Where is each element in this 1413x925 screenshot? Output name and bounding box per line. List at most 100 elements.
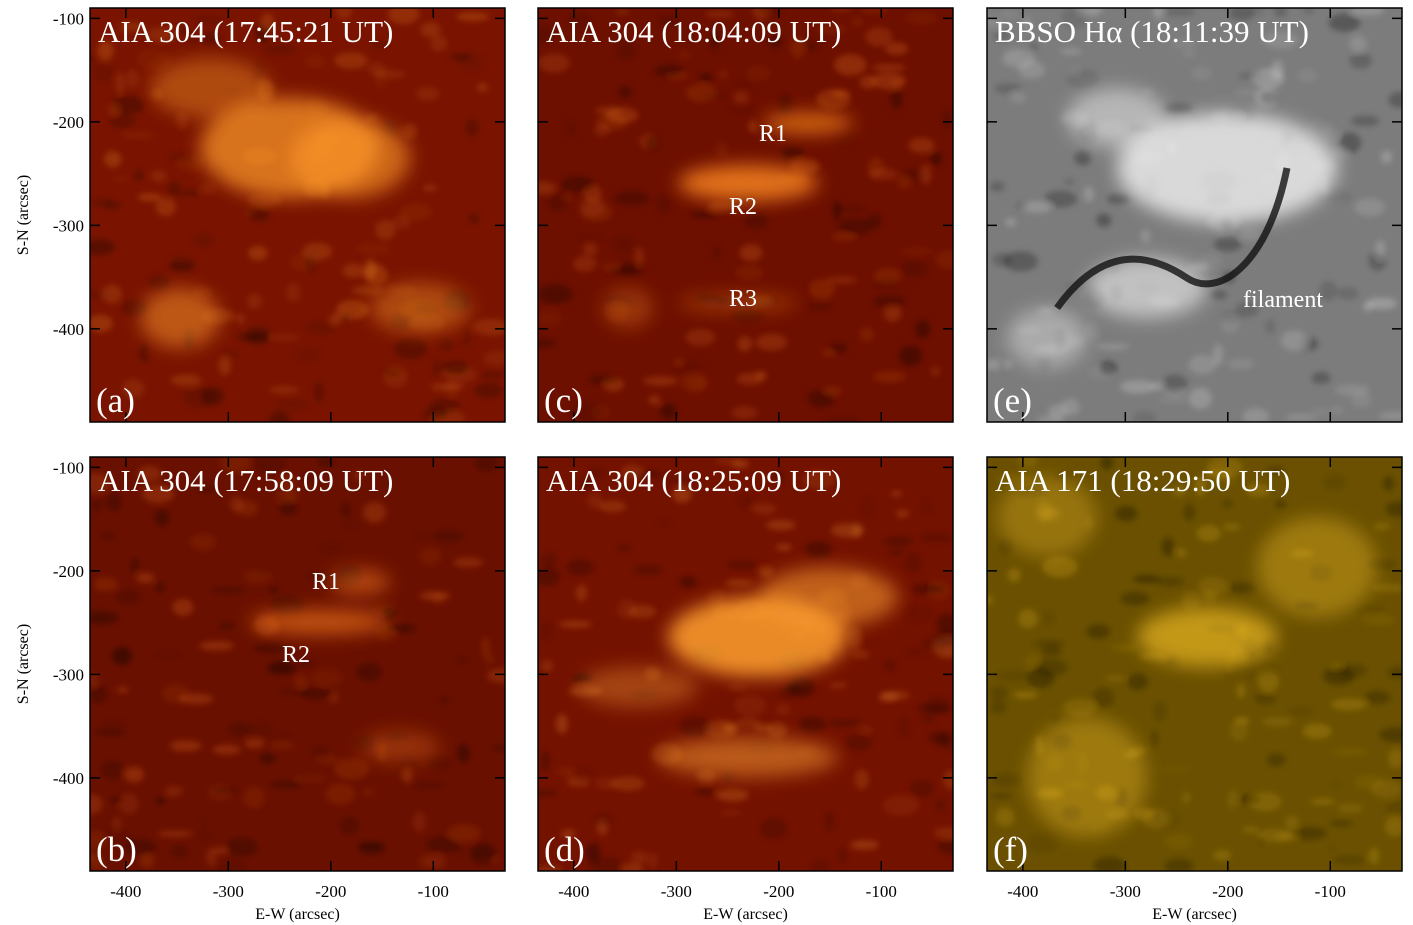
texture-blob — [416, 87, 440, 100]
texture-blob — [101, 760, 126, 780]
texture-blob — [599, 500, 626, 512]
x-tick-label: -200 — [1212, 882, 1243, 901]
panel-title: AIA 171 (18:29:50 UT) — [995, 463, 1290, 498]
texture-blob — [734, 695, 766, 716]
texture-blob — [920, 165, 931, 184]
texture-blob — [781, 147, 803, 160]
texture-blob — [1240, 229, 1262, 242]
texture-blob — [1372, 583, 1405, 592]
texture-blob — [169, 153, 195, 163]
texture-blob — [477, 83, 489, 92]
texture-blob — [994, 83, 1022, 94]
texture-blob — [81, 794, 103, 814]
texture-blob — [838, 218, 872, 236]
texture-blob — [1228, 582, 1255, 594]
solar-image — [982, 448, 1412, 874]
texture-blob — [556, 714, 569, 734]
texture-blob — [304, 54, 325, 68]
texture-blob — [286, 283, 301, 303]
texture-blob — [901, 247, 934, 255]
texture-blob — [890, 88, 903, 109]
texture-blob — [905, 648, 925, 658]
texture-blob — [1213, 849, 1231, 860]
texture-blob — [1033, 640, 1065, 647]
texture-blob — [1007, 568, 1021, 582]
texture-blob — [541, 553, 557, 569]
texture-blob — [865, 27, 893, 46]
texture-blob — [936, 732, 951, 748]
texture-blob — [564, 119, 577, 137]
texture-blob — [1084, 186, 1094, 202]
texture-blob — [1041, 646, 1061, 657]
texture-blob — [1285, 414, 1317, 421]
x-tick-label: -400 — [558, 882, 589, 901]
texture-blob — [334, 52, 368, 69]
panel-title: AIA 304 (17:58:09 UT) — [98, 463, 393, 498]
texture-blob — [1253, 68, 1285, 89]
texture-blob — [799, 716, 826, 732]
texture-blob — [1365, 691, 1391, 705]
texture-blob — [167, 181, 181, 197]
texture-blob — [739, 244, 762, 261]
texture-blob — [1183, 503, 1195, 520]
texture-blob — [720, 723, 742, 729]
texture-blob — [236, 313, 245, 324]
x-tick-label: -100 — [1315, 882, 1346, 901]
texture-blob — [218, 356, 231, 376]
texture-blob — [155, 796, 166, 804]
texture-blob — [1042, 556, 1078, 577]
texture-blob — [1244, 661, 1279, 677]
texture-blob — [596, 114, 628, 129]
texture-blob — [767, 722, 787, 738]
texture-blob — [1010, 92, 1026, 103]
texture-blob — [102, 285, 121, 304]
texture-blob — [891, 490, 902, 497]
texture-blob — [1198, 253, 1222, 270]
texture-blob — [622, 863, 644, 875]
texture-blob — [851, 523, 863, 537]
texture-blob — [88, 611, 119, 624]
texture-blob — [990, 700, 1006, 715]
texture-blob — [735, 265, 763, 280]
texture-blob — [269, 386, 300, 394]
texture-blob — [1329, 13, 1361, 31]
texture-blob — [726, 560, 757, 569]
bright-region — [150, 58, 270, 118]
texture-blob — [1159, 397, 1190, 404]
texture-blob — [270, 780, 304, 788]
x-tick-label: -300 — [213, 882, 244, 901]
texture-blob — [190, 534, 216, 550]
texture-blob — [1214, 237, 1242, 252]
texture-blob — [579, 236, 604, 242]
texture-blob — [394, 338, 428, 359]
texture-blob — [679, 717, 711, 737]
texture-blob — [942, 110, 951, 129]
texture-blob — [124, 767, 144, 783]
texture-blob — [419, 591, 450, 600]
texture-blob — [1191, 66, 1211, 80]
texture-blob — [492, 745, 510, 752]
texture-blob — [921, 498, 932, 515]
texture-blob — [330, 313, 342, 324]
bright-region — [250, 610, 390, 634]
texture-blob — [538, 53, 570, 72]
texture-blob — [134, 170, 143, 180]
texture-blob — [617, 599, 637, 619]
texture-blob — [1351, 6, 1385, 16]
texture-blob — [716, 789, 749, 801]
texture-blob — [172, 599, 193, 616]
texture-blob — [93, 728, 126, 737]
texture-blob — [614, 191, 650, 207]
texture-blob — [611, 776, 645, 790]
texture-blob — [686, 84, 716, 102]
texture-blob — [180, 190, 200, 197]
bright-region — [1027, 717, 1147, 837]
texture-blob — [936, 799, 946, 811]
texture-blob — [541, 751, 550, 772]
texture-blob — [411, 782, 446, 789]
texture-blob — [1379, 412, 1410, 420]
texture-blob — [822, 386, 841, 395]
texture-blob — [456, 12, 489, 21]
texture-blob — [1331, 663, 1344, 671]
texture-blob — [1005, 218, 1016, 226]
